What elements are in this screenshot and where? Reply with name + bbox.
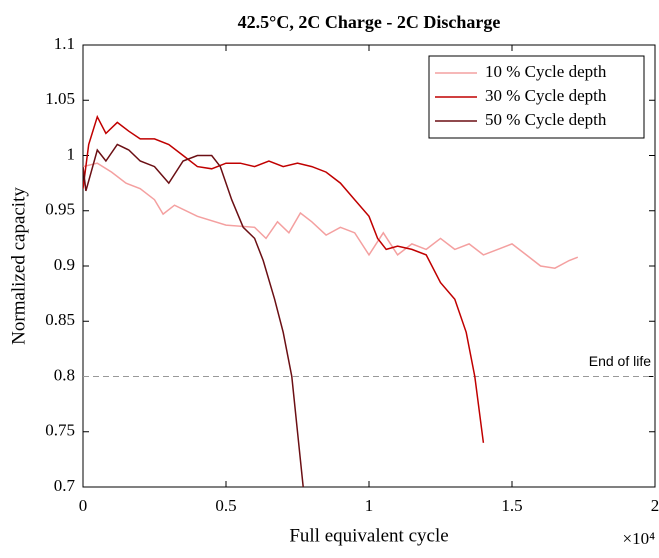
- y-tick-label: 0.9: [54, 255, 75, 274]
- y-tick-label: 1: [67, 144, 76, 163]
- y-tick-label: 0.7: [54, 476, 76, 495]
- x-tick-label: 1: [365, 496, 374, 515]
- series-line: [83, 114, 485, 443]
- x-axis-label: Full equivalent cycle: [289, 525, 448, 546]
- y-tick-label: 1.1: [54, 34, 75, 53]
- series-line: [83, 143, 304, 487]
- x-tick-label: 0.5: [215, 496, 236, 515]
- legend-label: 50 % Cycle depth: [485, 110, 607, 129]
- legend-label: 10 % Cycle depth: [485, 62, 607, 81]
- chart-title: 42.5°C, 2C Charge - 2C Discharge: [238, 12, 501, 32]
- x-tick-label: 2: [651, 496, 659, 515]
- x-multiplier: ×10⁴: [622, 529, 655, 548]
- y-tick-label: 1.05: [45, 89, 75, 108]
- x-tick-label: 1.5: [501, 496, 522, 515]
- legend-label: 30 % Cycle depth: [485, 86, 607, 105]
- y-tick-label: 0.75: [45, 421, 75, 440]
- reference-label: End of life: [589, 353, 651, 369]
- plot-area: [83, 114, 579, 487]
- y-tick-label: 0.95: [45, 200, 75, 219]
- x-tick-label: 0: [79, 496, 88, 515]
- y-axis-label: Normalized capacity: [8, 187, 29, 345]
- y-tick-label: 0.85: [45, 310, 75, 329]
- series-line: [83, 162, 579, 269]
- y-tick-label: 0.8: [54, 365, 75, 384]
